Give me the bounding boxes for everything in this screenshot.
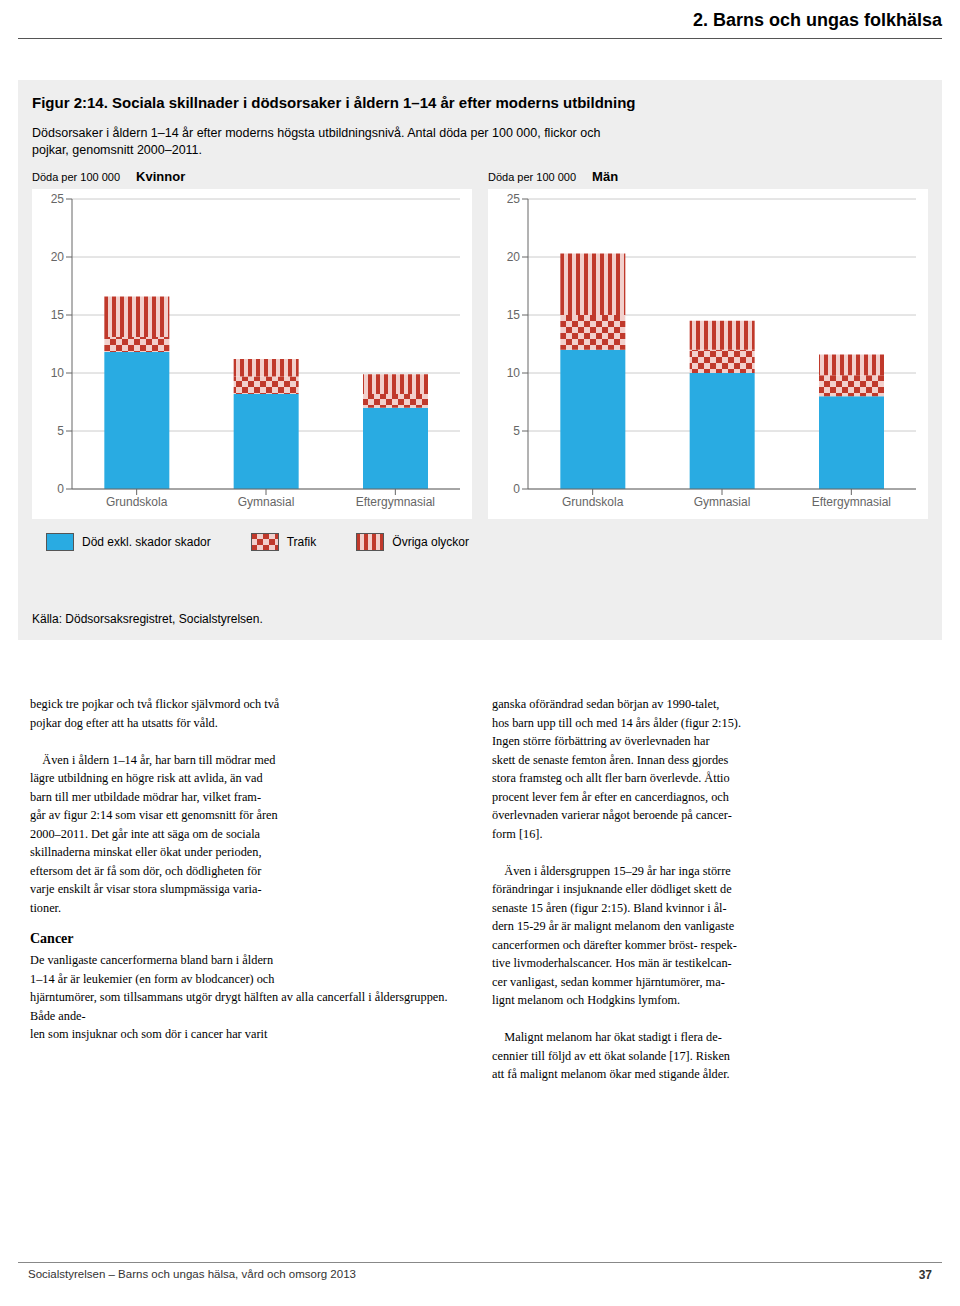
html-text:Kvinnor: Kvinnor [136, 169, 186, 184]
html-text:Ingen större förbättring av öv: Ingen större förbättring av överlevnaden… [492, 734, 710, 748]
svg-text:Gymnasial: Gymnasial [694, 495, 751, 509]
html-text:att få malignt melanom ökar me: att få malignt melanom ökar med stigande… [492, 1067, 730, 1081]
html-text:Män: Män [592, 169, 619, 184]
html-text:lignt melanom och Hodgkins lym: lignt melanom och Hodgkins lymfom. [492, 993, 681, 1007]
html-text:begick tre pojkar och två flic: begick tre pojkar och två flickor självm… [30, 697, 280, 711]
html-text:skett de senaste femton åren.: skett de senaste femton åren. Innan dess… [492, 752, 729, 767]
html-text:ganska oförändrad sedan början: ganska oförändrad sedan början av 1990-t… [492, 697, 720, 711]
html-text:Döda per 100 000: Döda per 100 000 [32, 171, 121, 183]
html-text:lägre utbildning en högre risk: lägre utbildning en högre risk att avlid… [30, 771, 263, 785]
svg-text:20: 20 [51, 250, 65, 264]
html-text:varje enskilt år visar stora s: varje enskilt år visar stora slumpmässig… [30, 882, 262, 896]
html-text:2. Barns och ungas folkhälsa: 2. Barns och ungas folkhälsa [692, 10, 942, 30]
html-text:De vanligaste cancerformerna b: De vanligaste cancerformerna bland barn … [30, 953, 274, 967]
html-text:Källa: Dödsorsaksregistret, So: Källa: Dödsorsaksregistret, Socialstyrel… [32, 612, 263, 626]
svg-text:0: 0 [513, 482, 520, 496]
svg-text:5: 5 [57, 424, 64, 438]
svg-text:10: 10 [51, 366, 65, 380]
html-text:stora framsteg och allt fler b: stora framsteg och allt fler barn överle… [492, 771, 730, 785]
html-text:procent lever fem år efter en: procent lever fem år efter en cancerdiag… [492, 789, 729, 804]
svg-text:10: 10 [507, 366, 521, 380]
svg-text:15: 15 [507, 308, 521, 322]
svg-text:20: 20 [507, 250, 521, 264]
svg-text:0: 0 [57, 482, 64, 496]
html-text:Övriga olyckor: Övriga olyckor [392, 535, 469, 549]
html-text:len som insjuknar och som dör: len som insjuknar och som dör i cancer h… [30, 1027, 268, 1041]
html-text:Cancer: Cancer [30, 931, 74, 946]
html-text:Dödsorsaker i åldern 1–14 år e: Dödsorsaker i åldern 1–14 år efter moder… [32, 126, 601, 140]
html-text:37: 37 [918, 1268, 932, 1282]
html-text:överlevnaden varierar något be: överlevnaden varierar något beroende på … [492, 808, 732, 822]
html-text:pojkar, genomsnitt 2000–2011.: pojkar, genomsnitt 2000–2011. [32, 143, 202, 157]
html-text:cennier till följd av ett ökat: cennier till följd av ett ökat solande [… [492, 1048, 730, 1063]
html-text:pojkar dog efter att ha utsatt: pojkar dog efter att ha utsatts för våld… [30, 715, 218, 730]
svg-text:Gymnasial: Gymnasial [238, 495, 295, 509]
html-text:1–14 år är leukemier (en form: 1–14 år är leukemier (en form av blodcan… [30, 971, 275, 986]
html-text:senaste 15 åren (figur 2:15).: senaste 15 åren (figur 2:15). Bland kvin… [492, 900, 727, 915]
html-text:Även i åldersgruppen 15–29 år: Även i åldersgruppen 15–29 år har inga s… [492, 863, 731, 878]
html-text:Död exkl. skador skador: Död exkl. skador skador [82, 535, 211, 549]
svg-text:Eftergymnasial: Eftergymnasial [812, 495, 891, 509]
html-text:förändringar i insjuknande ell: förändringar i insjuknande eller dödlige… [492, 882, 732, 896]
html-text:Döda per 100 000: Döda per 100 000 [488, 171, 577, 183]
html-text:form [16].: form [16]. [492, 826, 543, 841]
html-text:tioner.: tioner. [30, 900, 62, 915]
svg-text:15: 15 [51, 308, 65, 322]
html-text:Även i åldern 1–14 år, har bar: Även i åldern 1–14 år, har barn till möd… [30, 752, 276, 767]
html-text:hjärntumörer, som tillsammans: hjärntumörer, som tillsammans utgör dryg… [30, 990, 451, 1023]
svg-text:Eftergymnasial: Eftergymnasial [356, 495, 435, 509]
svg-text:5: 5 [513, 424, 520, 438]
html-text:cancerformen och därefter komm: cancerformen och därefter kommer bröst- … [492, 937, 737, 952]
svg-text:25: 25 [507, 192, 521, 206]
html-text:Socialstyrelsen – Barns och un: Socialstyrelsen – Barns och ungas hälsa,… [28, 1268, 356, 1280]
html-text:skillnaderna minskat eller öka: skillnaderna minskat eller ökat under pe… [30, 845, 262, 859]
html-text:Malignt melanom har ökat stadi: Malignt melanom har ökat stadigt i flera… [492, 1030, 722, 1044]
html-text:barn till mer utbildade mödrar: barn till mer utbildade mödrar har, vilk… [30, 789, 261, 804]
svg-text:25: 25 [51, 192, 65, 206]
html-text:cer vanligast, sedan kommer hj: cer vanligast, sedan kommer hjärntumörer… [492, 974, 725, 989]
html-text:dern 15-29 år är malignt melan: dern 15-29 år är malignt melanom den van… [492, 919, 735, 933]
html-text:Trafik: Trafik [286, 535, 317, 549]
html-text:tive livmoderhalscancer. Hos m: tive livmoderhalscancer. Hos män är test… [492, 956, 732, 970]
html-text:Figur 2:14. Sociala skillnader: Figur 2:14. Sociala skillnader i dödsors… [32, 94, 636, 111]
svg-text:Grundskola: Grundskola [562, 495, 624, 509]
html-text:hos barn upp till och med 14 å: hos barn upp till och med 14 års ålder (… [492, 715, 741, 730]
svg-text:Grundskola: Grundskola [106, 495, 168, 509]
html-text:går av figur 2:14 som visar et: går av figur 2:14 som visar ett genomsni… [30, 808, 278, 822]
html-text:2000–2011. Det går inte att sä: 2000–2011. Det går inte att säga om de s… [30, 826, 260, 841]
html-text:eftersom det är få som dör, oc: eftersom det är få som dör, och dödlighe… [30, 863, 262, 878]
